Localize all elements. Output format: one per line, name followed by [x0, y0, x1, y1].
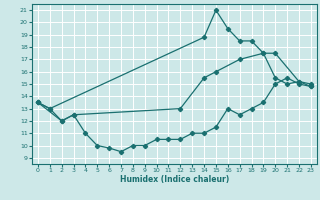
X-axis label: Humidex (Indice chaleur): Humidex (Indice chaleur) — [120, 175, 229, 184]
